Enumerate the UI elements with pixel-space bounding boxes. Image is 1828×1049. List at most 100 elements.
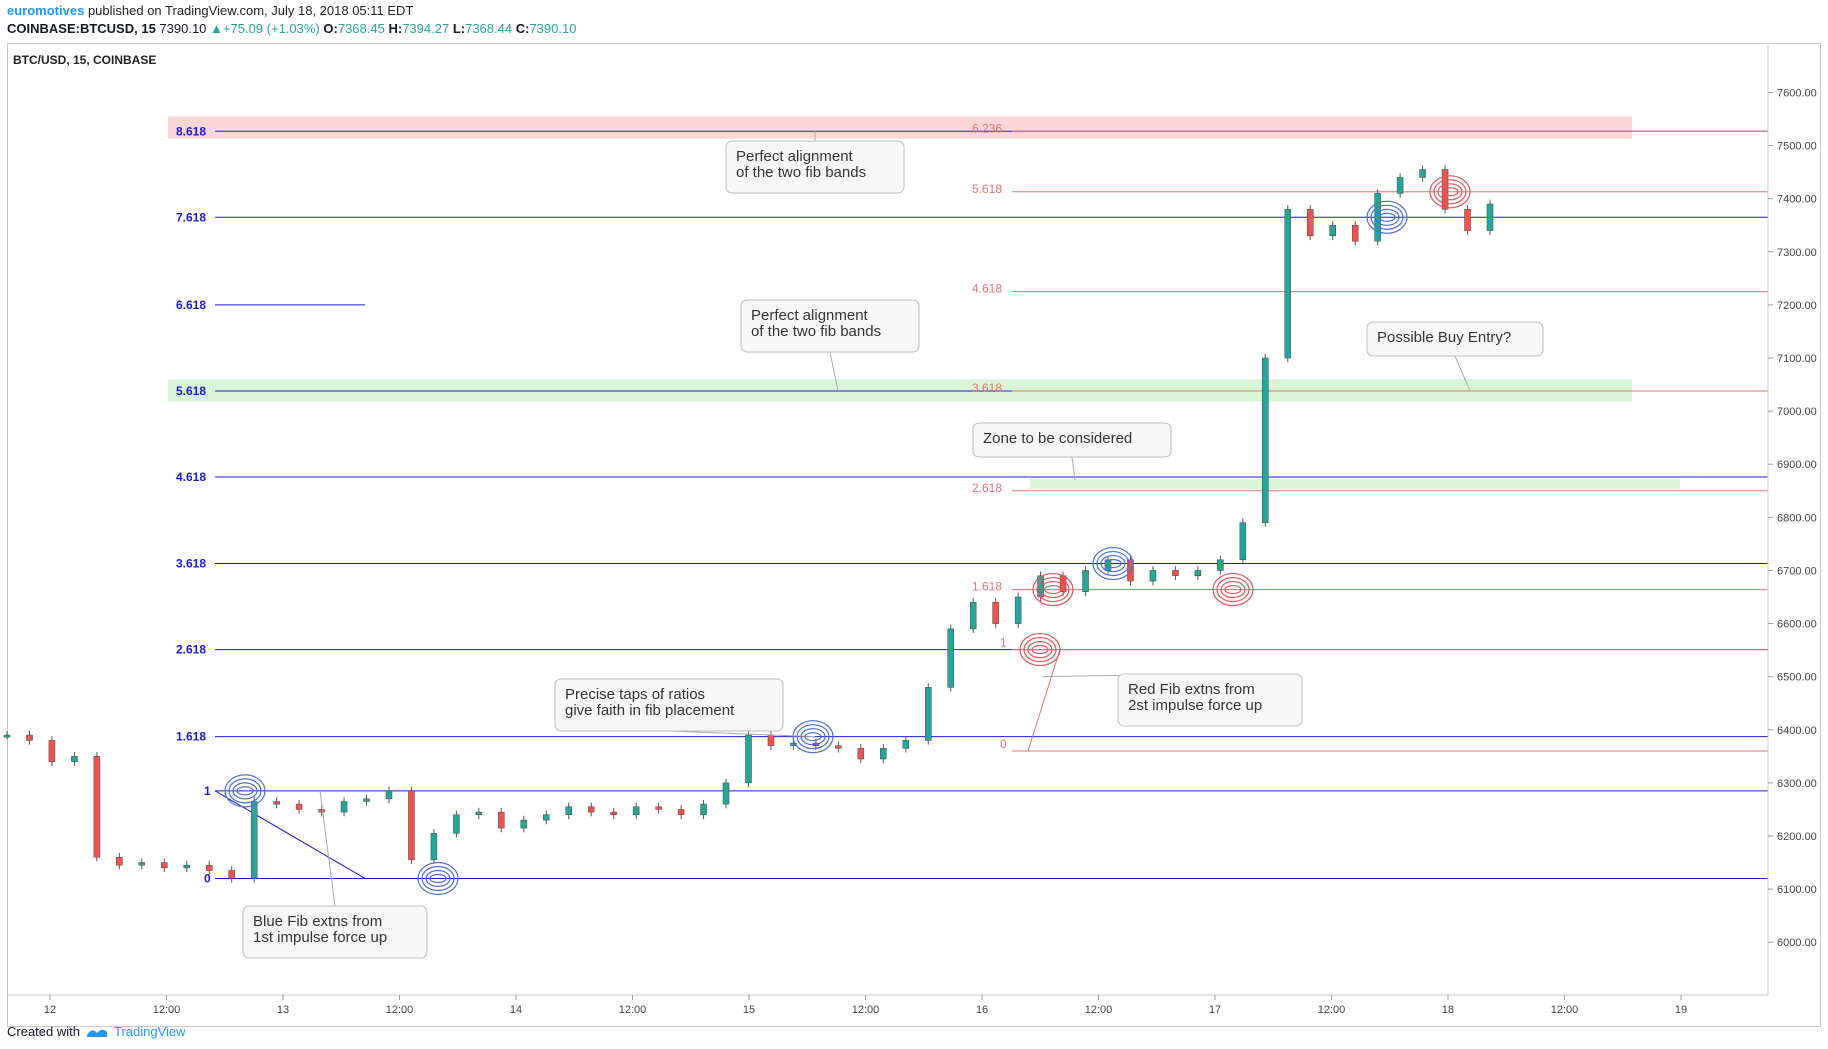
candle (1172, 570, 1179, 577)
low-value: 7368.44 (465, 21, 513, 36)
callout-box (740, 299, 920, 353)
callout-box (972, 422, 1172, 458)
username-link[interactable]: euromotives (7, 3, 85, 18)
open-value: 7368.45 (337, 21, 385, 36)
candle (1262, 357, 1269, 523)
chart-panel[interactable] (7, 43, 1821, 1027)
high-label: H: (388, 21, 403, 36)
red-tap-ring (1036, 576, 1070, 603)
callout-text: Red Fib extns from (1128, 681, 1255, 698)
callout-text: 1st impulse force up (253, 929, 387, 946)
callout-box (242, 905, 428, 959)
price-change: ▲+75.09 (+1.03%) (210, 21, 320, 36)
candle (543, 814, 550, 821)
candle (947, 628, 954, 688)
x-tick-label: 12:00 (1318, 1004, 1346, 1016)
callout-text: Blue Fib extns from (253, 913, 382, 930)
candle (520, 819, 528, 829)
blue-tap-ring (1374, 208, 1400, 226)
x-tick-label: 18 (1442, 1004, 1454, 1016)
blue-tap-ring (792, 720, 834, 754)
candle (475, 811, 483, 815)
candle (385, 790, 393, 800)
x-tick-label: 16 (976, 1004, 988, 1016)
blue-fib-label: 8.618 (176, 124, 206, 138)
candle (205, 864, 213, 871)
candle (790, 742, 797, 746)
zone-mid (168, 379, 1632, 402)
footer: Created with TradingView (7, 1024, 186, 1039)
candle (925, 687, 932, 741)
callout-pointer (829, 351, 839, 392)
blue-fib-label: 3.618 (176, 557, 206, 571)
callout-box (554, 678, 784, 732)
blue-tap-ring (429, 873, 447, 884)
candle (93, 756, 101, 858)
y-tick-label: 6700.00 (1777, 565, 1817, 577)
red-tap-ring (1224, 584, 1242, 595)
last-price: 7390.10 (159, 21, 207, 36)
candle (498, 811, 505, 829)
blue-fib-label: 1 (204, 784, 211, 798)
candle (228, 870, 235, 879)
tradingview-link[interactable]: TradingView (113, 1024, 186, 1039)
publish-info: euromotives published on TradingView.com… (7, 3, 413, 18)
y-tick-label: 6900.00 (1777, 459, 1817, 471)
y-tick-label: 7600.00 (1777, 87, 1817, 99)
blue-tap-ring (425, 869, 451, 888)
candle (587, 806, 595, 813)
candle (1082, 570, 1089, 592)
callout-text: of the two fib bands (751, 323, 881, 340)
blue-tap-ring (417, 861, 459, 896)
x-tick-label: 12:00 (153, 1004, 181, 1016)
candle (318, 809, 325, 813)
red-fib-label: 1.618 (972, 580, 1002, 594)
blue-tap-ring (1378, 212, 1396, 222)
callout-text: Perfect alignment (736, 148, 854, 165)
x-tick-label: 12:00 (619, 1004, 647, 1016)
candle (363, 798, 370, 802)
created-with-text: Created with (7, 1024, 80, 1039)
candle (430, 833, 438, 861)
callout-text: Perfect alignment (751, 307, 869, 324)
candle (655, 806, 662, 810)
red-fib-label: 3.618 (972, 381, 1002, 395)
blue-tap-ring (1370, 204, 1404, 230)
candle (767, 734, 775, 746)
candle (722, 782, 730, 805)
candle (1441, 169, 1449, 210)
blue-tap-ring (796, 724, 830, 750)
ohlc-bar: COINBASE:BTCUSD, 15 7390.10 ▲+75.09 (+1.… (7, 21, 576, 36)
x-tick-label: 12:00 (1085, 1004, 1113, 1016)
y-tick-label: 6800.00 (1777, 512, 1817, 524)
blue-tap-ring (1104, 558, 1122, 569)
candle (610, 811, 617, 815)
blue-fib-label: 7.618 (176, 210, 206, 224)
candle (71, 756, 78, 762)
close-label: C: (515, 21, 530, 36)
candle (1486, 203, 1494, 231)
candle (1149, 570, 1157, 582)
candle (183, 864, 191, 869)
zone-top (168, 116, 1632, 139)
blue-tap-ring (421, 865, 455, 892)
callout-text: 2st impulse force up (1128, 697, 1262, 714)
red-tap-ring (1031, 644, 1049, 655)
x-tick-label: 12:00 (852, 1004, 880, 1016)
candle (969, 602, 977, 630)
x-tick-label: 12:00 (1551, 1004, 1579, 1016)
open-label: O: (323, 21, 338, 36)
red-fib-label: 1 (1000, 636, 1007, 650)
x-tick-label: 13 (277, 1004, 289, 1016)
x-tick-label: 19 (1675, 1004, 1687, 1016)
candle (1396, 177, 1404, 194)
candle (1351, 225, 1359, 242)
x-tick-label: 12 (44, 1004, 56, 1016)
candle (453, 814, 460, 834)
blue-tap-ring (224, 774, 266, 808)
callout-text: of the two fib bands (736, 164, 866, 181)
y-tick-label: 6600.00 (1777, 619, 1817, 631)
y-tick-label: 6000.00 (1777, 937, 1817, 949)
candle (992, 602, 999, 624)
